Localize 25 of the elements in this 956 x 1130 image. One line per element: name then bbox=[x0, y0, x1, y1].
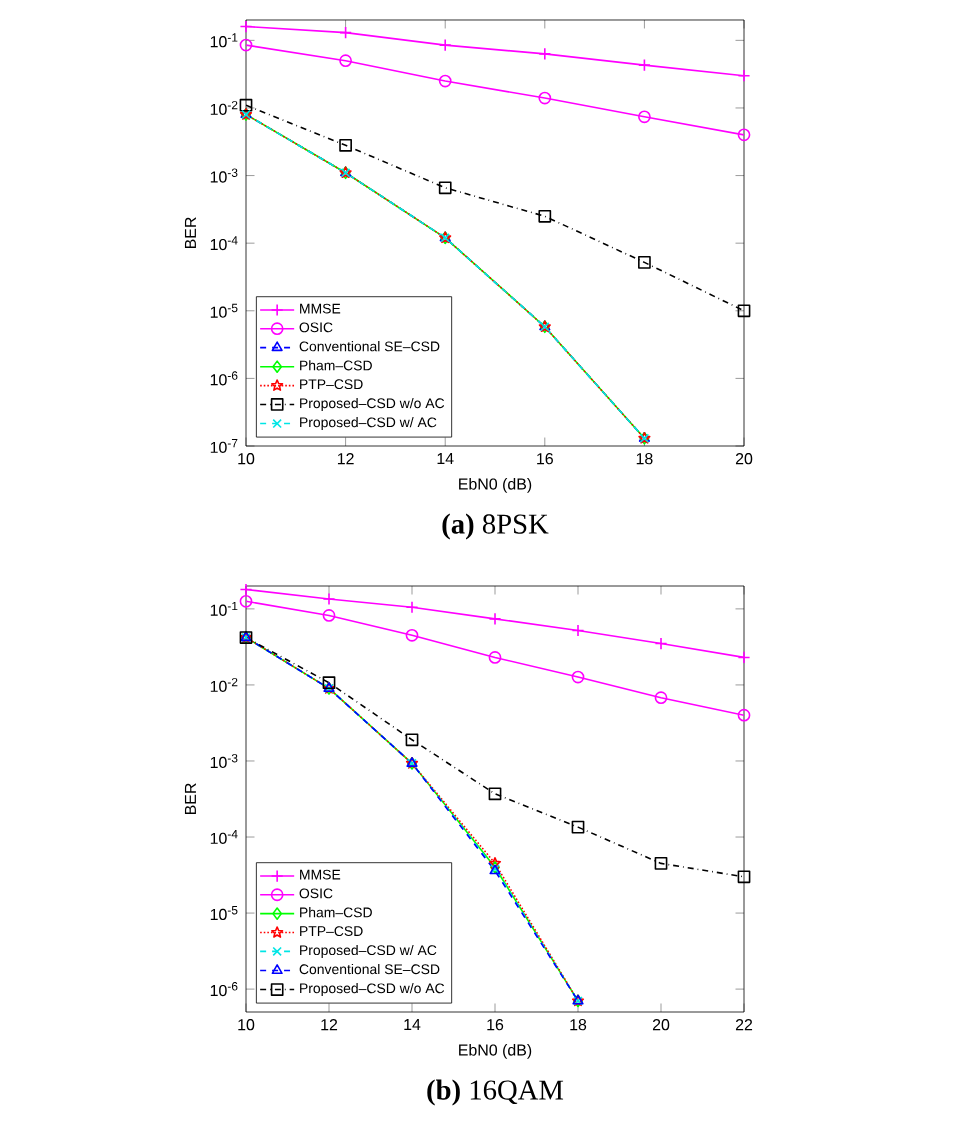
point bbox=[405, 733, 419, 747]
point bbox=[571, 670, 585, 684]
text: (b) 16QAM bbox=[427, 1079, 564, 1106]
point bbox=[737, 870, 751, 884]
point bbox=[239, 98, 253, 112]
point bbox=[339, 54, 352, 68]
point bbox=[538, 209, 552, 223]
point bbox=[654, 857, 668, 870]
point bbox=[654, 691, 668, 705]
point bbox=[538, 91, 552, 105]
point bbox=[405, 628, 419, 642]
point bbox=[322, 676, 336, 690]
point bbox=[638, 110, 651, 124]
point bbox=[571, 820, 585, 834]
point bbox=[438, 74, 452, 88]
point bbox=[737, 304, 751, 318]
point bbox=[339, 26, 352, 40]
point bbox=[322, 609, 336, 622]
text: (a) 8PSK bbox=[442, 513, 549, 540]
point bbox=[638, 256, 651, 269]
point bbox=[488, 651, 502, 664]
point bbox=[488, 787, 502, 801]
point bbox=[438, 181, 452, 195]
point bbox=[339, 138, 352, 152]
point bbox=[488, 857, 502, 869]
